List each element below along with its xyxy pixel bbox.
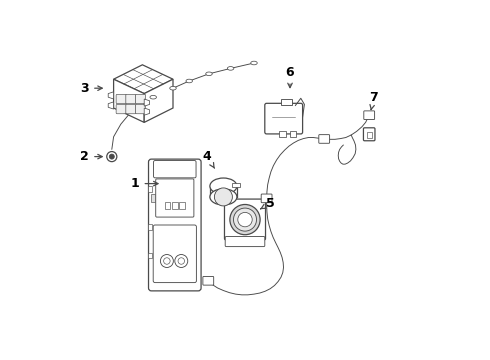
Circle shape [178, 258, 185, 264]
FancyBboxPatch shape [224, 199, 266, 240]
Ellipse shape [186, 79, 193, 83]
Bar [179, 202, 185, 209]
FancyBboxPatch shape [153, 161, 196, 178]
Circle shape [230, 204, 260, 235]
Polygon shape [108, 92, 114, 99]
FancyBboxPatch shape [364, 111, 374, 120]
Circle shape [107, 152, 117, 162]
Polygon shape [114, 65, 173, 94]
FancyBboxPatch shape [136, 104, 146, 114]
Circle shape [164, 258, 170, 264]
FancyBboxPatch shape [261, 194, 272, 203]
Ellipse shape [206, 72, 212, 76]
Text: 7: 7 [369, 91, 378, 109]
Bar [279, 131, 286, 137]
FancyBboxPatch shape [153, 225, 196, 283]
FancyBboxPatch shape [148, 159, 201, 291]
Bar [148, 253, 152, 258]
FancyBboxPatch shape [126, 94, 136, 104]
FancyBboxPatch shape [203, 276, 214, 285]
Ellipse shape [251, 61, 257, 65]
Text: 2: 2 [80, 150, 102, 163]
Circle shape [109, 154, 114, 159]
FancyBboxPatch shape [156, 179, 194, 217]
FancyBboxPatch shape [265, 103, 303, 134]
FancyBboxPatch shape [225, 237, 265, 247]
Polygon shape [144, 79, 173, 122]
Bar [290, 131, 296, 137]
Circle shape [238, 212, 252, 227]
Bar [281, 99, 292, 105]
Circle shape [233, 208, 257, 231]
FancyBboxPatch shape [364, 128, 375, 141]
FancyBboxPatch shape [116, 104, 126, 114]
Bar [232, 183, 240, 187]
Bar [367, 132, 372, 138]
Bar [165, 202, 171, 209]
Ellipse shape [170, 86, 176, 90]
Text: 3: 3 [80, 82, 102, 95]
Text: 5: 5 [261, 197, 274, 210]
Polygon shape [114, 79, 144, 122]
Ellipse shape [210, 189, 237, 205]
FancyBboxPatch shape [116, 94, 126, 104]
Circle shape [160, 255, 173, 267]
Polygon shape [151, 194, 155, 202]
FancyBboxPatch shape [136, 94, 146, 104]
Bar [148, 224, 152, 230]
Ellipse shape [227, 67, 234, 70]
Polygon shape [144, 108, 149, 115]
Polygon shape [108, 102, 114, 109]
Ellipse shape [210, 178, 237, 194]
Text: 4: 4 [203, 150, 215, 168]
Text: 1: 1 [131, 177, 158, 190]
FancyBboxPatch shape [319, 135, 330, 143]
Circle shape [175, 255, 188, 267]
Circle shape [215, 188, 232, 206]
Text: 6: 6 [286, 66, 294, 87]
Bar [172, 202, 178, 209]
Polygon shape [144, 99, 149, 106]
FancyBboxPatch shape [126, 104, 136, 114]
Bar [148, 186, 152, 192]
Ellipse shape [150, 95, 156, 99]
